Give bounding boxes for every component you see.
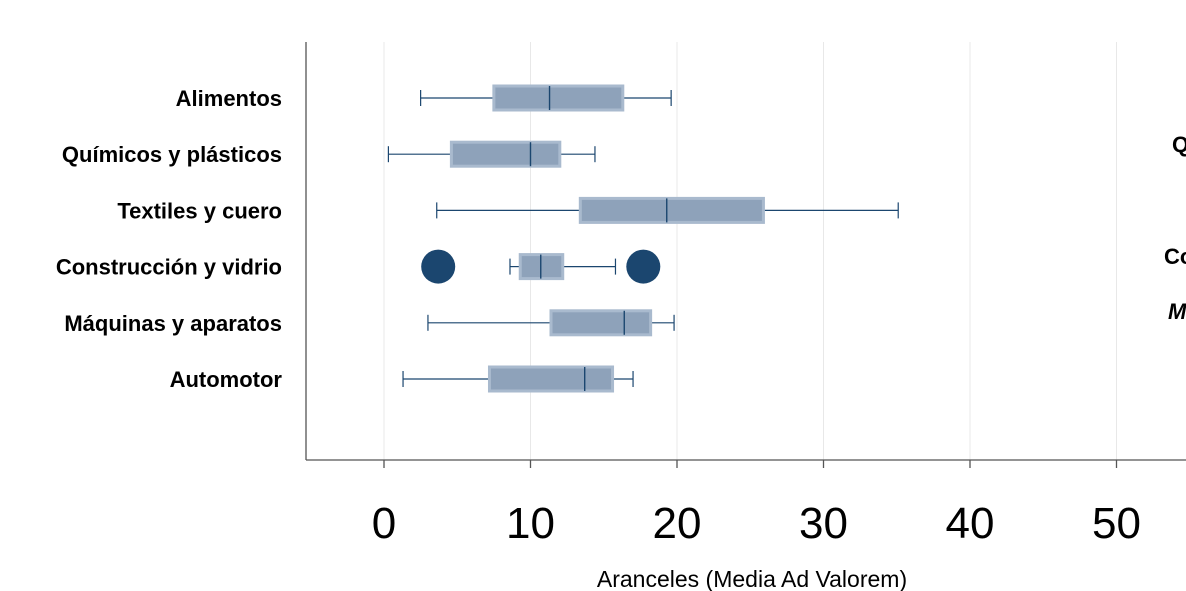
box-group xyxy=(436,196,899,224)
category-label: Máquinas y aparatos xyxy=(64,311,282,336)
box-group xyxy=(387,140,596,168)
box-group xyxy=(427,309,675,337)
category-label: Automotor xyxy=(170,367,283,392)
clipped-side-labels: Q Co M xyxy=(1164,132,1186,324)
box-group xyxy=(402,365,634,393)
x-tick-label: 40 xyxy=(946,499,995,548)
iqr-box xyxy=(487,365,615,393)
x-tick-label: 10 xyxy=(506,499,555,548)
category-label: Alimentos xyxy=(176,86,282,111)
category-label: Químicos y plásticos xyxy=(62,142,282,167)
iqr-box xyxy=(492,84,625,112)
x-ticks: 0 10 20 30 40 50 xyxy=(372,460,1141,548)
category-label: Construcción y vidrio xyxy=(56,255,282,280)
clipped-label-3: M xyxy=(1168,299,1186,324)
category-labels: Alimentos Químicos y plásticos Textiles y … xyxy=(56,86,283,392)
iqr-box xyxy=(449,140,562,168)
category-label: Textiles y cuero xyxy=(117,198,282,223)
outlier-point xyxy=(626,249,661,284)
clipped-label-2: Co xyxy=(1164,244,1186,269)
outlier-point xyxy=(421,249,456,284)
x-tick-label: 50 xyxy=(1092,499,1141,548)
x-axis-title: Aranceles (Media Ad Valorem) xyxy=(597,566,907,591)
iqr-box xyxy=(578,196,765,224)
iqr-box xyxy=(549,309,653,337)
grid-lines xyxy=(383,42,1117,460)
x-tick-label: 30 xyxy=(799,499,848,548)
iqr-box xyxy=(518,253,565,281)
x-tick-label: 0 xyxy=(372,499,396,548)
clipped-label-1: Q xyxy=(1172,132,1186,157)
x-tick-label: 20 xyxy=(653,499,702,548)
box-group xyxy=(420,84,672,112)
axes xyxy=(305,42,1186,461)
boxes xyxy=(387,84,899,393)
box-group xyxy=(421,249,661,284)
